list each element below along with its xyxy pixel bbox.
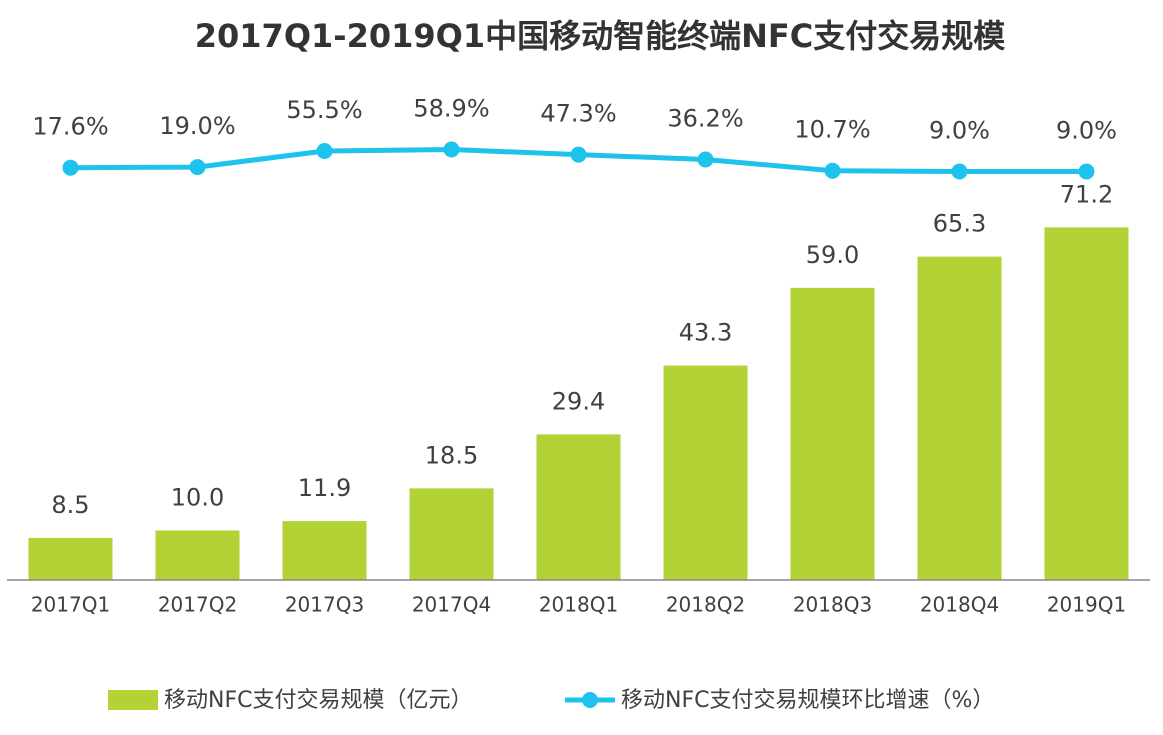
bar <box>917 256 1002 580</box>
bar <box>28 537 113 580</box>
bar <box>282 521 367 580</box>
data-label: 18.5 <box>425 441 478 469</box>
legend-swatch <box>582 692 598 708</box>
x-tick-label: 2018Q3 <box>793 593 872 617</box>
x-tick-label: 2017Q3 <box>285 593 364 617</box>
data-label: 36.2% <box>667 105 743 133</box>
bar <box>790 287 875 580</box>
line-point <box>951 163 968 180</box>
line-point <box>189 159 206 176</box>
x-tick-label: 2019Q1 <box>1047 593 1126 617</box>
bar <box>536 434 621 580</box>
chart-title: 2017Q1-2019Q1中国移动智能终端NFC支付交易规模 <box>195 17 1005 55</box>
x-tick-label: 2017Q4 <box>412 593 491 617</box>
data-label: 43.3 <box>679 319 732 347</box>
legend-label: 移动NFC支付交易规模环比增速（%） <box>621 688 994 713</box>
data-label: 17.6% <box>32 113 108 141</box>
data-label: 58.9% <box>413 95 489 123</box>
data-label: 47.3% <box>540 100 616 128</box>
data-label: 10.0 <box>171 483 224 511</box>
data-label: 71.2 <box>1060 180 1113 208</box>
x-tick-label: 2018Q1 <box>539 593 618 617</box>
legend-swatch <box>108 690 158 710</box>
data-label: 11.9 <box>298 474 351 502</box>
data-label: 59.0 <box>806 241 859 269</box>
line-point <box>824 162 841 179</box>
line-point <box>62 159 79 176</box>
x-tick-label: 2017Q2 <box>158 593 237 617</box>
legend-label: 移动NFC支付交易规模（亿元） <box>164 688 472 713</box>
line-point <box>570 146 587 163</box>
x-tick-label: 2018Q2 <box>666 593 745 617</box>
data-label: 9.0% <box>1056 116 1117 144</box>
bar <box>663 365 748 580</box>
data-label: 10.7% <box>794 116 870 144</box>
data-label: 29.4 <box>552 387 605 415</box>
x-tick-label: 2017Q1 <box>31 593 110 617</box>
bar <box>1044 227 1129 580</box>
data-label: 65.3 <box>933 210 986 238</box>
x-tick-label: 2018Q4 <box>920 593 999 617</box>
bar <box>409 488 494 580</box>
data-label: 19.0% <box>159 112 235 140</box>
bar <box>155 530 240 580</box>
line-point <box>316 143 333 159</box>
line-point <box>1078 163 1095 180</box>
data-label: 9.0% <box>929 116 990 144</box>
data-label: 8.5 <box>51 491 89 519</box>
line-point <box>443 141 460 158</box>
line-point <box>697 151 714 168</box>
data-label: 55.5% <box>286 96 362 124</box>
